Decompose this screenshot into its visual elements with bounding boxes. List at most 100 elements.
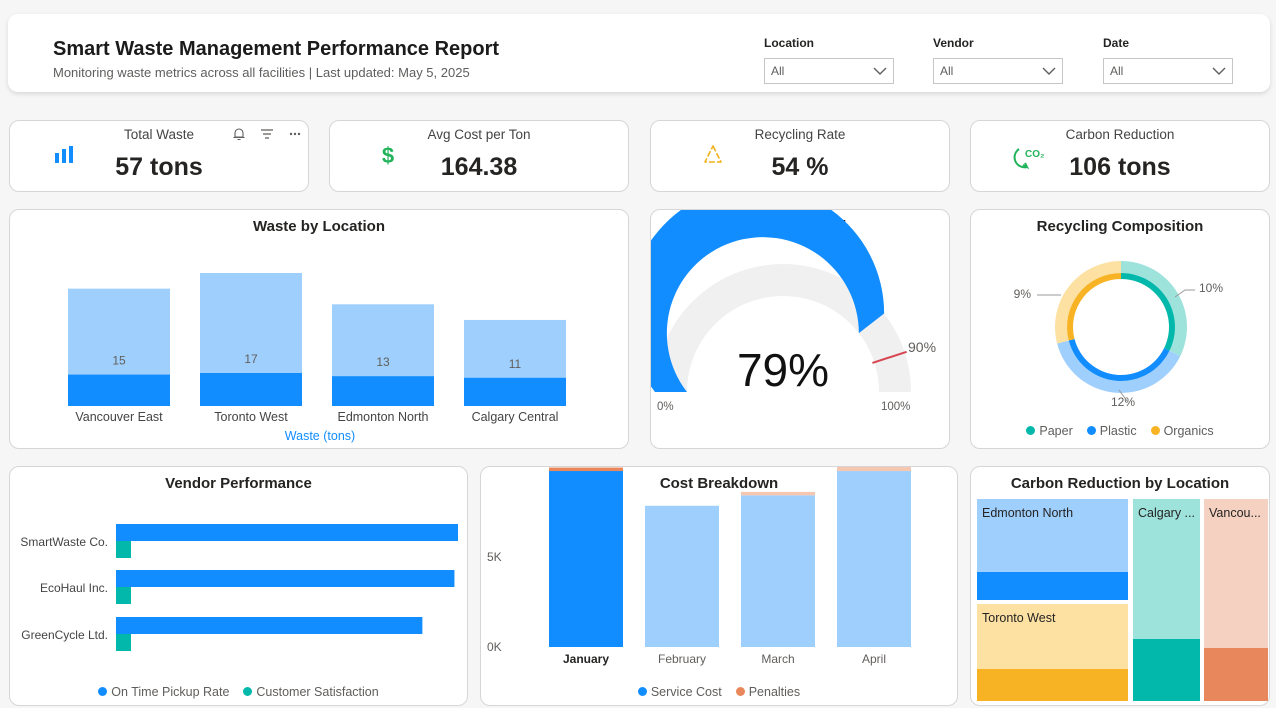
chevron-down-icon	[1212, 67, 1226, 75]
recycling-composition-card[interactable]: Recycling Composition 10% 12% 9% Paper Pla…	[970, 209, 1270, 449]
treemap-tile[interactable]: Edmonton North	[977, 499, 1128, 600]
legend-item-service-cost[interactable]: Service Cost	[637, 685, 722, 699]
chart-title: Waste by Location	[253, 218, 385, 235]
treemap-label: Toronto West	[982, 611, 1056, 625]
y-tick-label: EcoHaul Inc.	[40, 581, 108, 595]
treemap-tile-fill	[1133, 639, 1200, 701]
date-dropdown-value: All	[1110, 64, 1124, 78]
kpi-avg-cost[interactable]: $ Avg Cost per Ton 164.38	[329, 120, 629, 192]
chart-title: Vendor Performance	[165, 475, 312, 492]
carbon-by-location-card[interactable]: Carbon Reduction by Location Edmonton No…	[970, 466, 1270, 706]
more-options-icon[interactable]	[288, 127, 302, 141]
gauge-min-label: 0%	[657, 401, 674, 413]
x-tick-label: April	[862, 652, 886, 666]
legend-label: On Time Pickup Rate	[111, 685, 230, 699]
kpi-label: Recycling Rate	[754, 127, 846, 142]
location-filter-label: Location	[764, 36, 814, 50]
vendor-dropdown-value: All	[940, 64, 954, 78]
treemap-tile[interactable]: Vancou...	[1204, 499, 1268, 701]
service-cost-bar	[645, 505, 719, 647]
cost-breakdown-card[interactable]: Cost Breakdown 0K 5K January February March A…	[480, 466, 958, 706]
waste-bar-segment	[332, 376, 434, 406]
treemap-tile[interactable]: Calgary ...	[1133, 499, 1200, 701]
legend-dot	[98, 687, 108, 696]
treemap-label: Calgary ...	[1138, 506, 1195, 520]
x-axis-label: Waste (tons)	[285, 429, 355, 443]
bin-fill-level-card[interactable]: Bin Fill Level 79%0%100%90%	[650, 209, 950, 449]
legend-item-penalties[interactable]: Penalties	[735, 685, 801, 699]
legend-item-satisfaction[interactable]: Customer Satisfaction	[243, 685, 379, 699]
x-tick-label: Vancouver East	[75, 410, 163, 424]
penalties-bar	[549, 467, 623, 472]
donut-outer-segment	[1055, 261, 1121, 344]
treemap-label: Vancou...	[1209, 506, 1261, 520]
filter-icon[interactable]	[260, 127, 274, 141]
slice-label: 9%	[1014, 287, 1032, 301]
bin-fill-gauge: 79% 0% 100% 90%	[651, 210, 936, 413]
bell-icon[interactable]	[232, 127, 246, 141]
vendor-performance-card[interactable]: Vendor Performance SmartWaste Co. EcoHaul…	[9, 466, 468, 706]
vendor-filter-label: Vendor	[933, 36, 974, 50]
legend-item-on-time[interactable]: On Time Pickup Rate	[98, 685, 229, 699]
slice-label: 12%	[1111, 395, 1135, 409]
legend-dot	[243, 687, 253, 696]
page-title: Smart Waste Management Performance Repor…	[53, 38, 500, 60]
recycling-donut-chart: 10% 12% 9%	[1014, 261, 1223, 409]
waste-by-location-card[interactable]: Waste by Location 15 Vancouver East 17 Toro…	[9, 209, 629, 449]
service-cost-bar	[837, 471, 911, 647]
donut-slice	[1067, 273, 1121, 341]
vendor-dropdown[interactable]: All	[933, 58, 1063, 84]
satisfaction-bar	[116, 587, 131, 604]
data-label: 15	[112, 354, 126, 368]
legend-label: Paper	[1039, 424, 1073, 438]
satisfaction-bar	[116, 541, 131, 558]
slice-label: 10%	[1199, 281, 1223, 295]
legend-item-plastic[interactable]: Plastic	[1086, 424, 1137, 438]
chart-title: Cost Breakdown	[659, 475, 779, 492]
legend-item-paper[interactable]: Paper	[1026, 424, 1073, 438]
kpi-value: 106 tons	[1069, 153, 1171, 181]
bar-chart-icon	[55, 146, 73, 163]
kpi-value: 54 %	[771, 153, 829, 181]
donut-outer-segment	[1057, 340, 1181, 393]
legend-label: Service Cost	[650, 685, 722, 699]
location-dropdown[interactable]: All	[764, 58, 894, 84]
location-dropdown-value: All	[771, 64, 785, 78]
legend-dot	[1150, 426, 1160, 435]
leader-line	[1118, 389, 1128, 402]
treemap-tile-fill	[1204, 648, 1268, 701]
kpi-value: 164.38	[440, 153, 518, 181]
gauge-max-label: 100%	[881, 401, 910, 413]
legend-label: Organics	[1163, 424, 1214, 438]
kpi-carbon-reduction[interactable]: CO₂ Carbon Reduction 106 tons	[970, 120, 1270, 192]
kpi-label: Avg Cost per Ton	[427, 127, 531, 142]
waste-bar-segment	[464, 377, 566, 406]
treemap-tile[interactable]: Toronto West	[977, 604, 1128, 701]
x-tick-label: March	[761, 652, 794, 666]
svg-text:CO₂: CO₂	[1025, 149, 1044, 160]
kpi-label: Total Waste	[123, 127, 195, 142]
on-time-bar	[116, 570, 455, 587]
date-dropdown[interactable]: All	[1103, 58, 1233, 84]
kpi-total-waste[interactable]: Total Waste 57 tons	[9, 120, 309, 192]
chart-title: Carbon Reduction by Location	[1010, 475, 1230, 492]
date-filter: Date All	[1103, 36, 1233, 84]
donut-outer-segment	[1121, 261, 1187, 357]
leader-line	[1174, 289, 1195, 298]
carbon-treemap: Edmonton North Toronto West Calgary ... Van…	[971, 467, 1269, 705]
gauge-value: 79%	[737, 344, 829, 396]
treemap-tile-fill	[977, 572, 1128, 600]
legend-label: Plastic	[1099, 424, 1137, 438]
co2-icon: CO₂	[1013, 148, 1044, 170]
waste-bar-segment	[68, 374, 170, 406]
x-tick-label: Edmonton North	[337, 410, 428, 424]
kpi-recycling-rate[interactable]: Recycling Rate 54 %	[650, 120, 950, 192]
legend-label: Penalties	[748, 685, 801, 699]
svg-text:$: $	[382, 143, 394, 167]
waste-by-location-chart: 15 Vancouver East 17 Toronto West 13 Edmonton…	[68, 273, 566, 443]
report-header: Smart Waste Management Performance Repor…	[8, 14, 1270, 92]
legend-label: Customer Satisfaction	[256, 685, 379, 699]
gauge-track	[655, 264, 911, 392]
donut-slice	[1121, 273, 1175, 351]
legend-item-organics[interactable]: Organics	[1150, 424, 1214, 438]
